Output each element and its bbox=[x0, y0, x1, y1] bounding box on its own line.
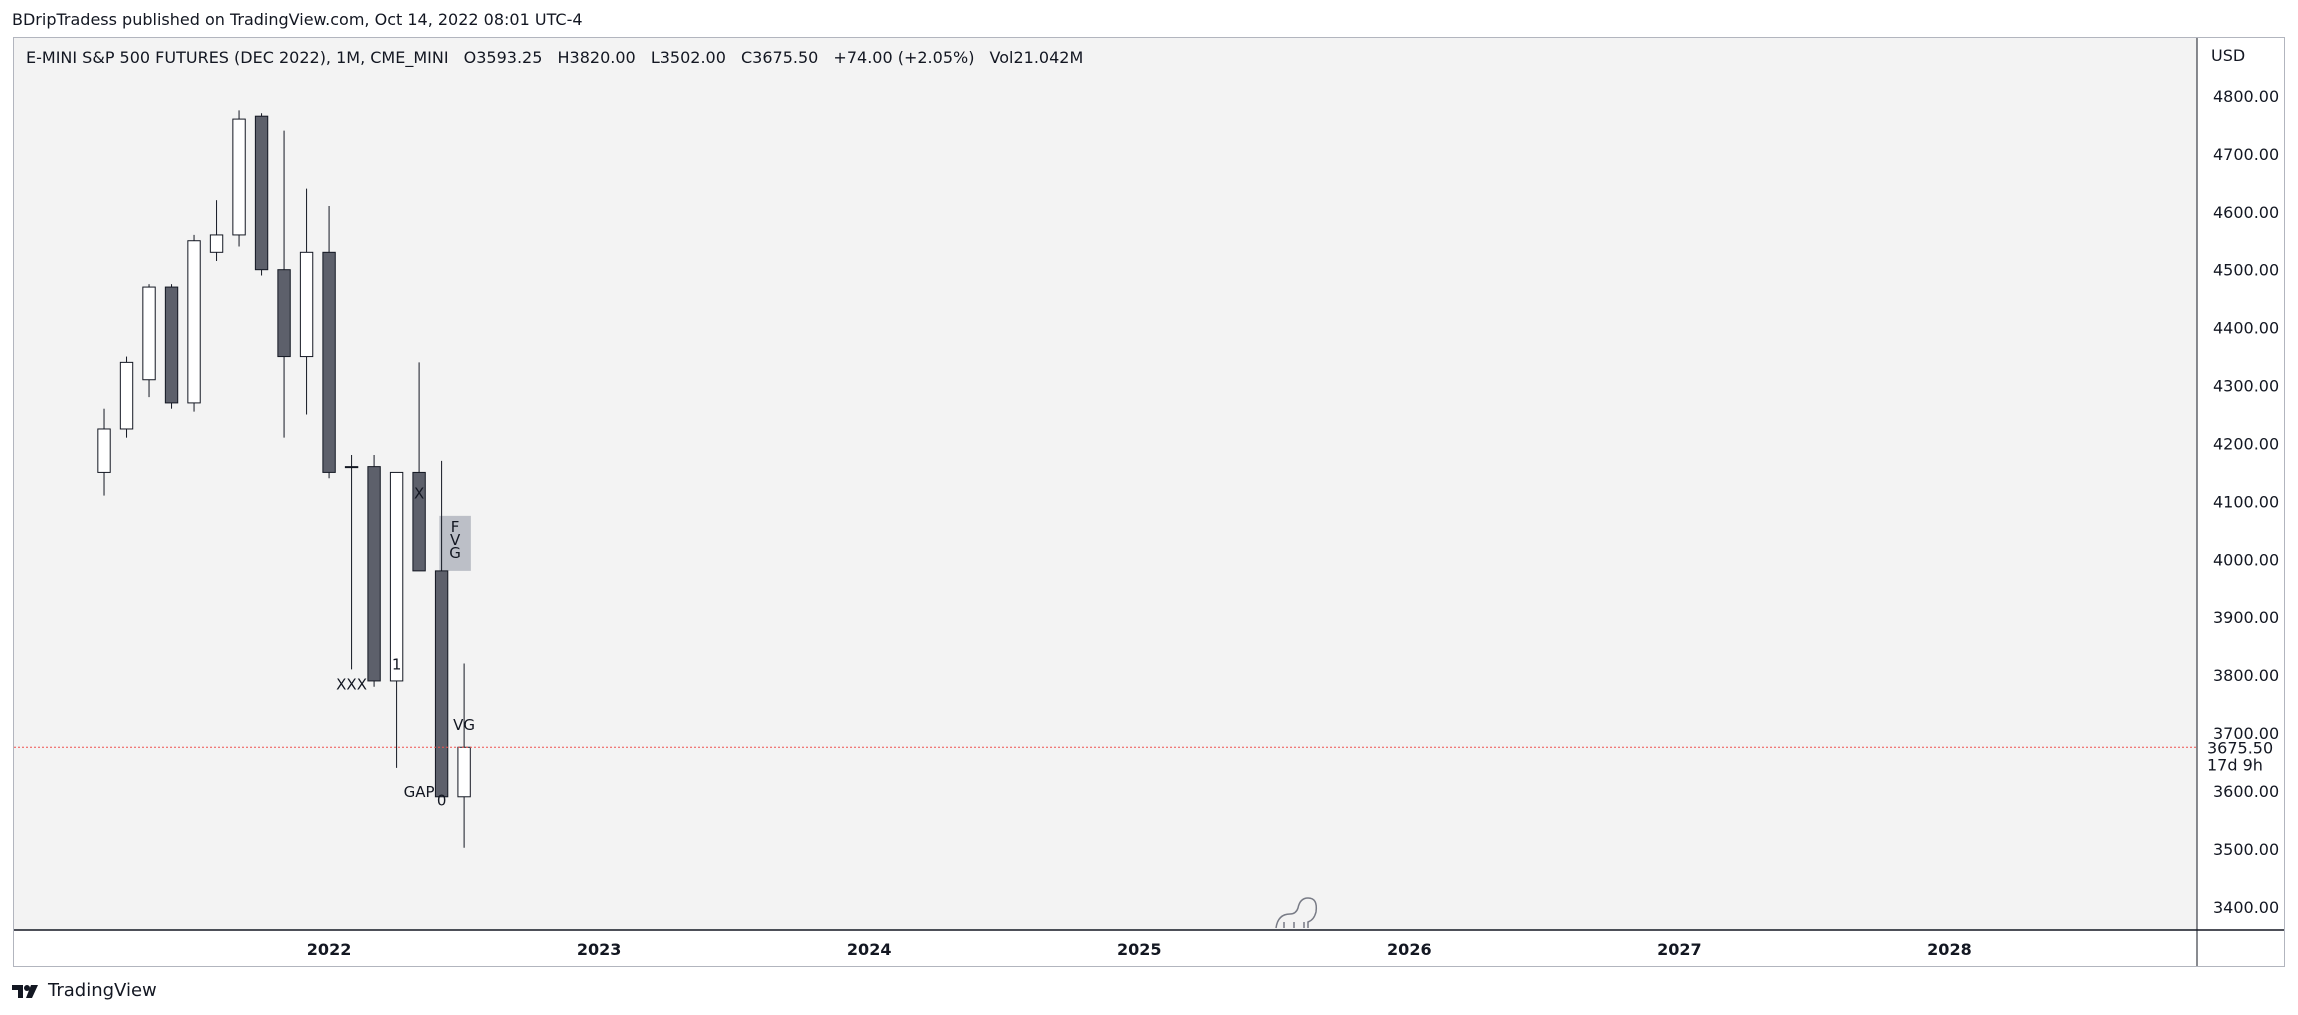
candle-body bbox=[119, 361, 134, 430]
candle-body bbox=[142, 286, 156, 381]
chart-frame[interactable]: 3400.00 3500.00 3600.00 3700.00 3800.00 3900.… bbox=[13, 37, 2285, 967]
candle-body bbox=[412, 471, 426, 572]
legend-volume: Vol21.042M bbox=[989, 48, 1084, 67]
candle-body bbox=[209, 234, 224, 253]
fvg-label-char: V bbox=[450, 531, 461, 549]
dinosaur-icon bbox=[1275, 897, 1318, 929]
candle-body bbox=[254, 115, 269, 271]
y-tick-label: 4200.00 bbox=[2213, 434, 2279, 453]
legend-high: H3820.00 bbox=[557, 48, 636, 67]
y-tick-label: 4100.00 bbox=[2213, 492, 2279, 511]
y-tick-label: 4500.00 bbox=[2213, 261, 2279, 280]
candle-body bbox=[164, 286, 179, 404]
candle-body bbox=[299, 251, 314, 358]
footer-brand[interactable]: TradingView bbox=[12, 980, 157, 1001]
legend-symbol[interactable]: E-MINI S&P 500 FUTURES (DEC 2022), 1M, C… bbox=[26, 48, 449, 67]
candle-body bbox=[367, 466, 381, 682]
y-tick-label: 3400.00 bbox=[2213, 898, 2279, 917]
y-tick-label: 4600.00 bbox=[2213, 203, 2279, 222]
publisher-header: BDripTradess published on TradingView.co… bbox=[12, 10, 583, 29]
x-tick-label: 2026 bbox=[1387, 940, 1432, 959]
y-tick-label: 3500.00 bbox=[2213, 840, 2279, 859]
current-price-label: 3675.50 bbox=[2207, 738, 2273, 757]
candle-body bbox=[344, 466, 359, 469]
x-tick-label: 2023 bbox=[577, 940, 622, 959]
fvg-box bbox=[439, 515, 471, 571]
fvg-label-char: G bbox=[449, 544, 461, 562]
tradingview-logo-icon bbox=[12, 984, 38, 998]
currency-label[interactable]: USD bbox=[2211, 46, 2246, 65]
countdown-label: 17d 9h bbox=[2207, 755, 2263, 774]
chart-annotation: XXX bbox=[336, 676, 367, 694]
chart-annotation: 0 bbox=[437, 791, 447, 809]
y-tick-label: 4000.00 bbox=[2213, 550, 2279, 569]
y-tick-label: 3600.00 bbox=[2213, 782, 2279, 801]
candle-body bbox=[457, 746, 471, 798]
candle-body bbox=[389, 471, 404, 682]
x-tick-label: 2024 bbox=[847, 940, 892, 959]
x-tick-label: 2028 bbox=[1927, 940, 1972, 959]
legend-low: L3502.00 bbox=[650, 48, 726, 67]
x-tick-label: 2027 bbox=[1657, 940, 1702, 959]
y-tick-label: 3900.00 bbox=[2213, 608, 2279, 627]
y-tick-label: 3700.00 bbox=[2213, 724, 2279, 743]
y-tick-label: 4400.00 bbox=[2213, 319, 2279, 338]
x-tick-label: 2022 bbox=[307, 940, 352, 959]
candle-body bbox=[232, 118, 246, 236]
x-tick-label: 2025 bbox=[1117, 940, 1162, 959]
chart-annotation: VG bbox=[453, 716, 475, 734]
fvg-label-char: F bbox=[451, 518, 460, 536]
candle-body bbox=[187, 240, 201, 404]
symbol-legend: E-MINI S&P 500 FUTURES (DEC 2022), 1M, C… bbox=[26, 48, 1093, 67]
chart-annotation: 1 bbox=[392, 655, 402, 673]
legend-change: +74.00 (+2.05%) bbox=[833, 48, 975, 67]
candle-body bbox=[434, 570, 449, 798]
y-tick-label: 4800.00 bbox=[2213, 87, 2279, 106]
chart-svg[interactable]: 3400.00 3500.00 3600.00 3700.00 3800.00 3900.… bbox=[14, 38, 2284, 966]
candle-body bbox=[322, 251, 336, 473]
chart-annotation: X bbox=[414, 484, 424, 502]
legend-open: O3593.25 bbox=[463, 48, 543, 67]
chart-annotation: GAP bbox=[404, 783, 435, 801]
y-tick-label: 4300.00 bbox=[2213, 377, 2279, 396]
candle-body bbox=[277, 269, 291, 358]
legend-close: C3675.50 bbox=[740, 48, 819, 67]
y-tick-label: 3800.00 bbox=[2213, 666, 2279, 685]
candle-body bbox=[97, 428, 111, 473]
footer-brand-label: TradingView bbox=[48, 980, 157, 1001]
y-tick-label: 4700.00 bbox=[2213, 145, 2279, 164]
